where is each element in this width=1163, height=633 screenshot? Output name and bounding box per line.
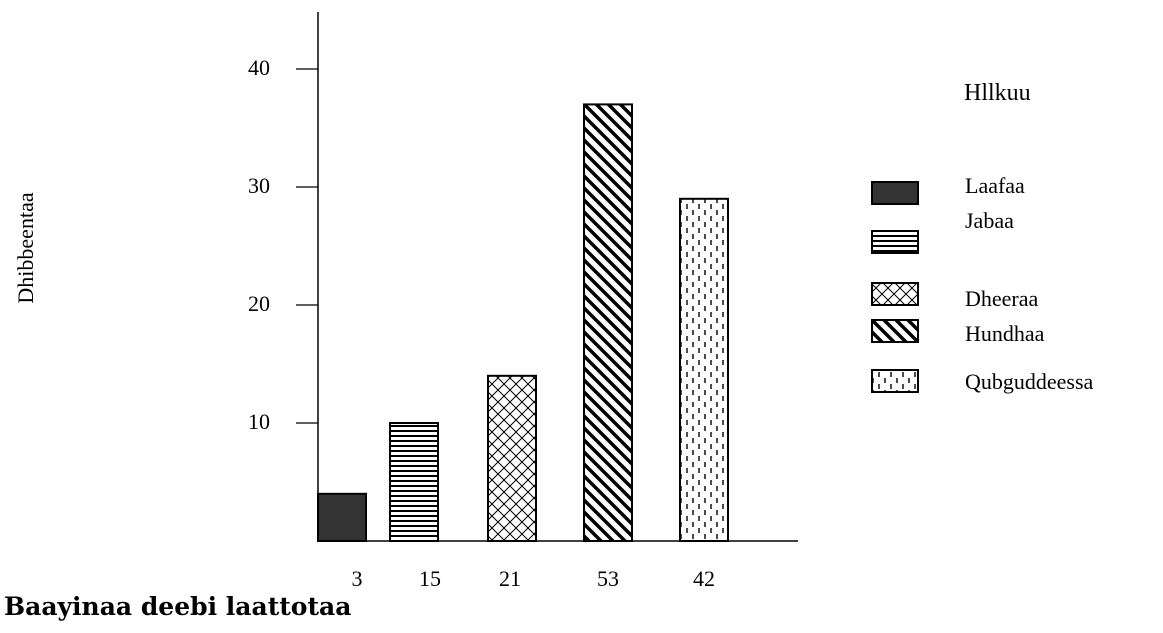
legend-swatch-qubguddeessa [871, 369, 919, 393]
legend-swatch-jabaa [871, 230, 919, 254]
x-tick-label-15: 15 [419, 566, 441, 591]
legend-swatch-dheeraa [871, 282, 919, 306]
legend-swatch-laafaa [871, 181, 919, 205]
y-tick-label-30: 30 [248, 173, 270, 198]
y-tick-label-40: 40 [248, 55, 270, 80]
x-tick-label-53: 53 [597, 566, 619, 591]
legend-label-dheeraa: Dheeraa [965, 286, 1039, 311]
chart-caption: Baayinaa deebi laattotaa [4, 592, 352, 621]
legend-swatch-hundhaa [871, 319, 919, 343]
bar-laafaa [317, 492, 367, 542]
y-axis-label: Dhibbeentaa [13, 192, 38, 303]
legend-title: Hllkuu [964, 80, 1031, 106]
bar-hundhaa [583, 103, 633, 543]
bar-qubguddeessa [679, 197, 729, 543]
bar-jabaa [389, 422, 439, 542]
y-tick-label-20: 20 [248, 291, 270, 316]
x-tick-label-42: 42 [693, 566, 715, 591]
y-tick-label-10: 10 [248, 409, 270, 434]
x-tick-label-21: 21 [499, 566, 521, 591]
legend: Hllkuu Laafaa Jabaa Dheeraa Hundhaa Qubguddee… [871, 80, 1094, 394]
x-tick-label-3: 3 [352, 566, 363, 591]
chart-bars [317, 103, 729, 543]
y-ticks: 10 20 30 40 [248, 55, 318, 434]
bar-dheeraa [487, 374, 537, 542]
legend-label-hundhaa: Hundhaa [965, 321, 1045, 346]
legend-label-jabaa: Jabaa [965, 208, 1014, 233]
legend-label-qubguddeessa: Qubguddeessa [965, 369, 1094, 394]
x-tick-labels: 3 15 21 53 42 [352, 566, 716, 591]
legend-label-laafaa: Laafaa [965, 173, 1025, 198]
